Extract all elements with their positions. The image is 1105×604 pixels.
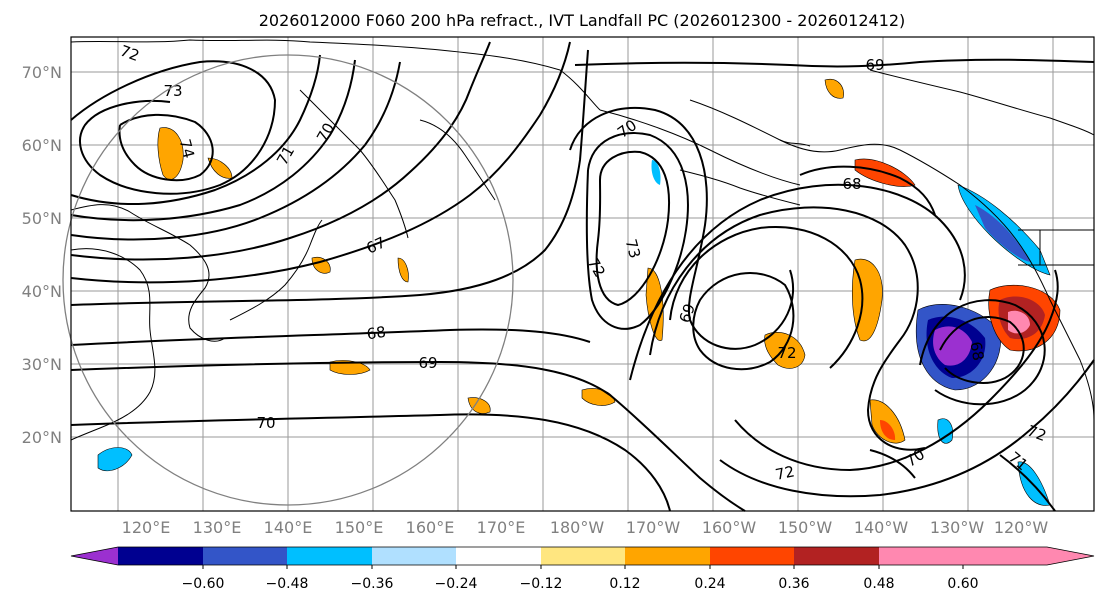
contour-label: 72 [1025,422,1049,445]
contour-label: 68 [842,175,861,193]
lon-tick-label: 130°E [193,518,242,537]
contour-label: 70 [256,414,275,432]
contour-label: 68 [966,340,987,362]
colorbar-segment [287,547,372,565]
lon-tick-label: 130°W [930,518,985,537]
latitude-axis: 70°N 60°N 50°N 40°N 30°N 20°N [22,63,62,447]
range-circle [62,54,514,506]
colorbar-segment [456,547,541,565]
colorbar-tick-label: 0.36 [778,576,809,592]
coastlines [70,39,1095,441]
colorbar-extend-left [71,547,118,565]
map-panel: 72 73 74 71 70 67 68 69 70 70 73 72 69 7… [62,36,1095,512]
contour-label: 73 [622,237,644,260]
lon-tick-label: 170°W [626,518,681,537]
lon-tick-label: 180°W [550,518,605,537]
lon-tick-label: 150°E [335,518,384,537]
contour-label: 69 [418,354,437,372]
lon-tick-label: 140°W [854,518,909,537]
contour-label: 68 [366,323,387,343]
refractivity-contours [70,41,1095,512]
colorbar-segment [541,547,625,565]
colorbar-tick-label: 0.12 [609,576,640,592]
colorbar-segment [710,547,794,565]
colorbar-segment [118,547,203,565]
contour-label: 69 [676,301,699,325]
lon-tick-label: 140°E [264,518,313,537]
colorbar-tick-label: 0.24 [694,576,725,592]
lat-tick-label: 70°N [22,63,62,82]
colorbar-segment [879,547,963,565]
lon-tick-label: 160°W [702,518,757,537]
colorbar-extend-right [963,547,1094,565]
lon-tick-label: 120°E [122,518,171,537]
colorbar-tick-label: 0.48 [863,576,894,592]
colorbar-segment [203,547,287,565]
colorbar: −0.60 −0.48 −0.36 −0.24 −0.12 0.12 0.24 … [70,546,1095,592]
map-title: 2026012000 F060 200 hPa refract., IVT La… [259,11,906,30]
lat-tick-label: 60°N [22,136,62,155]
contour-label: 72 [118,42,142,65]
colorbar-segment [625,547,710,565]
lon-tick-label: 170°E [477,518,526,537]
colorbar-tick-label: −0.60 [182,576,225,592]
colorbar-tick-label: −0.12 [520,576,563,592]
contour-label: 72 [777,344,796,362]
lon-tick-label: 120°W [994,518,1049,537]
colorbar-tick-label: 0.60 [947,576,978,592]
colorbar-segment [372,547,456,565]
longitude-axis: 120°E 130°E 140°E 150°E 160°E 170°E 180°… [122,518,1049,537]
lat-tick-label: 20°N [22,428,62,447]
contour-label: 69 [865,56,884,74]
colorbar-segment [794,547,879,565]
lon-tick-label: 150°W [778,518,833,537]
colorbar-tick-label: −0.36 [351,576,394,592]
lat-tick-label: 30°N [22,355,62,374]
contour-label: 72 [774,462,796,484]
contour-label: 73 [163,82,182,100]
contour-label: 74 [176,137,198,160]
graticule [71,37,1094,511]
lat-tick-label: 50°N [22,209,62,228]
lon-tick-label: 160°E [406,518,455,537]
colorbar-tick-label: −0.24 [435,576,478,592]
lat-tick-label: 40°N [22,282,62,301]
colorbar-tick-label: −0.48 [266,576,309,592]
